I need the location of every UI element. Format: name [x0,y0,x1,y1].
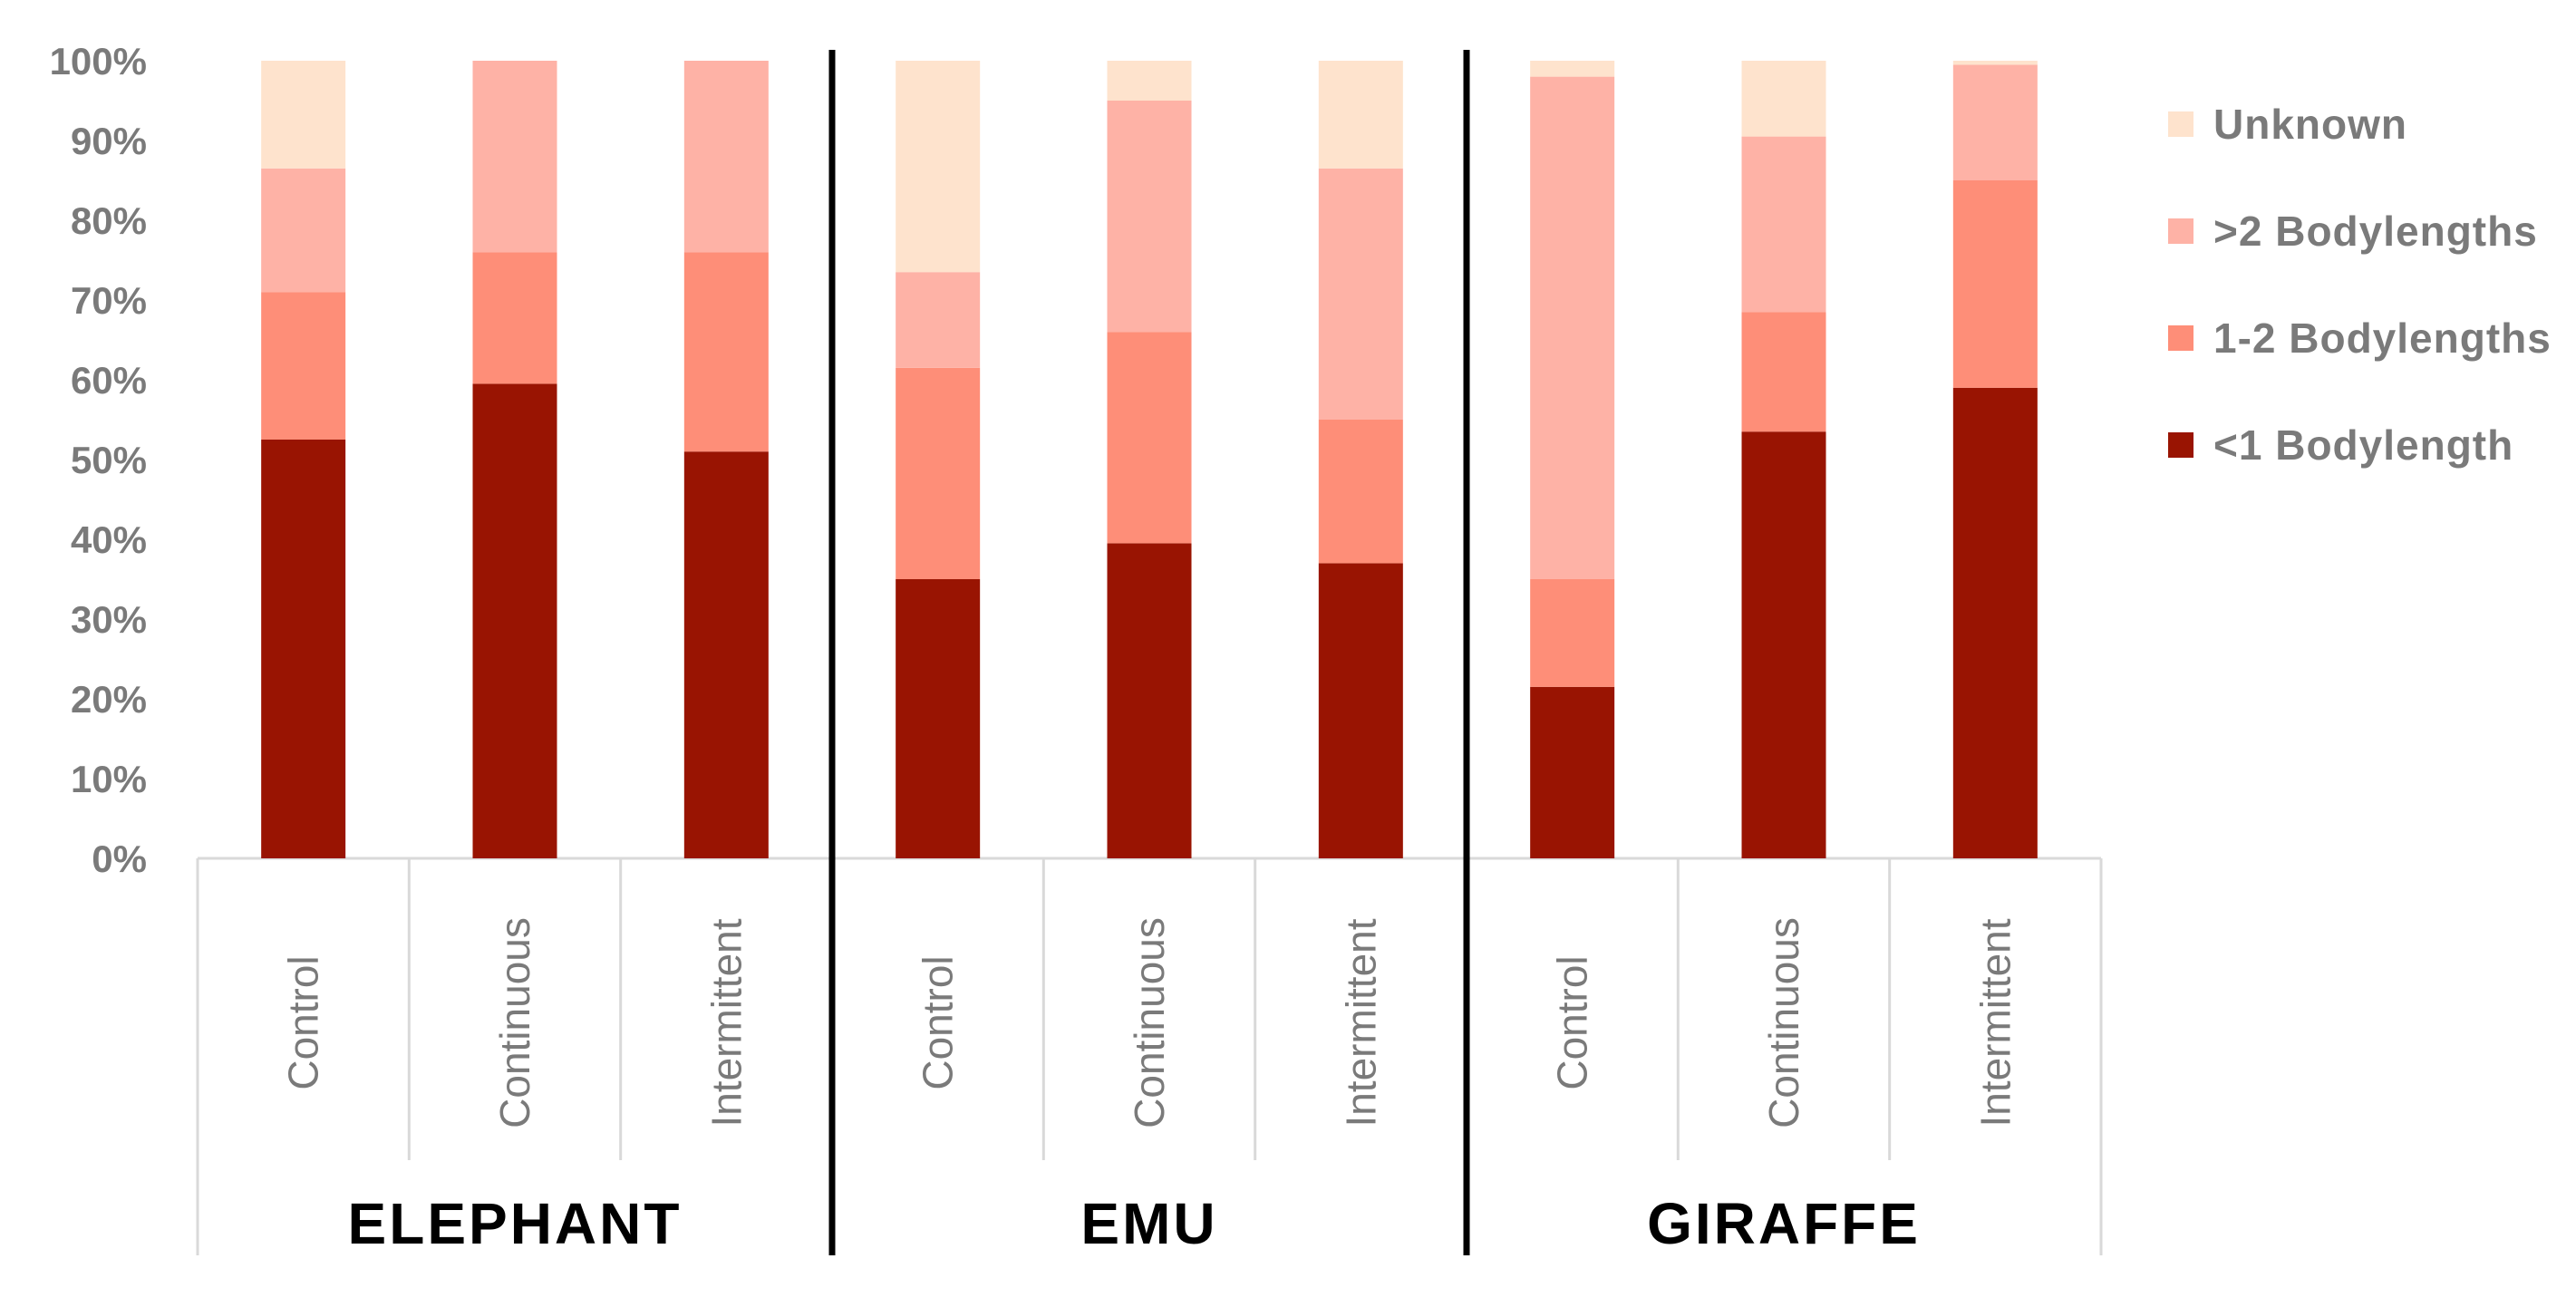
group-label: ELEPHANT [348,1191,683,1256]
labels-layer: Control Continuous Intermittent ELEPHANT Con… [280,917,2019,1256]
bar-segment-1-bodylength [261,440,346,858]
group-label: EMU [1080,1191,1217,1256]
bars-layer [261,61,2038,858]
bar-segment-1-2-bodylengths [1952,180,2038,388]
axes-layer: 0% 10% 20% 30% 40% 50% 60% 70% 80% 90% 100% [50,40,2103,1255]
x-tick-label: Intermittent [1971,918,2019,1127]
x-tick-label: Intermittent [1337,918,1384,1127]
bar-segment-2-bodylengths [1530,76,1615,580]
bar-segment-unknown [896,61,981,273]
y-tick-label: 90% [71,120,147,162]
bar-segment-1-2-bodylengths [1318,420,1403,564]
x-tick-label: Control [280,955,327,1089]
y-tick-label: 20% [71,678,147,721]
x-tick-label: Continuous [1760,917,1807,1128]
bar-segment-1-2-bodylengths [1741,312,1826,432]
x-tick-label: Continuous [491,917,538,1128]
bar-segment-2-bodylengths [896,272,981,368]
bar-segment-2-bodylengths [1318,168,1403,421]
bar-segment-1-bodylength [896,579,981,858]
legend-swatch-2-bodylengths [2168,218,2193,244]
group-label: GIRAFFE [1647,1191,1921,1256]
bar-segment-1-2-bodylengths [1530,579,1615,687]
legend-swatch-1-2-bodylengths [2168,325,2193,351]
bar-segment-1-bodylength [472,383,557,858]
x-tick-label: Intermittent [702,918,750,1127]
bar-segment-unknown [1107,61,1192,101]
legend-label: 1-2 Bodylengths [2213,315,2552,362]
bar-segment-1-bodylength [1318,563,1403,858]
y-tick-label: 80% [71,199,147,242]
bar-segment-1-2-bodylengths [683,252,769,452]
bar-segment-2-bodylengths [261,168,346,293]
x-tick-label: Continuous [1126,917,1173,1128]
bar-segment-unknown [1318,61,1403,169]
bar-segment-2-bodylengths [1741,136,1826,313]
bar-segment-1-2-bodylengths [261,292,346,440]
x-tick-label: Control [1549,955,1596,1089]
bar-segment-1-bodylength [1107,543,1192,858]
bar-segment-unknown [1952,61,2038,65]
bar-segment-1-bodylength [1530,686,1615,858]
y-tick-label: 10% [71,758,147,800]
bar-segment-1-2-bodylengths [1107,332,1192,544]
y-tick-label: 50% [71,439,147,481]
y-tick-label: 30% [71,598,147,641]
bar-segment-unknown [261,61,346,169]
bar-segment-unknown [1741,61,1826,137]
y-tick-label: 70% [71,279,147,322]
bar-segment-2-bodylengths [1952,64,2038,180]
legend-label: Unknown [2213,101,2407,148]
bar-segment-1-2-bodylengths [896,367,981,579]
legend-label: <1 Bodylength [2213,421,2513,469]
bar-segment-2-bodylengths [472,61,557,253]
legend-swatch-1-bodylength [2168,432,2193,458]
bar-segment-unknown [1530,61,1615,77]
bar-segment-1-bodylength [1952,387,2038,858]
bar-segment-2-bodylengths [683,61,769,253]
bar-segment-2-bodylengths [1107,101,1192,333]
legend-label: >2 Bodylengths [2213,208,2538,255]
y-tick-label: 40% [71,518,147,561]
y-tick-label: 60% [71,359,147,402]
legend-swatch-unknown [2168,111,2193,137]
y-tick-label: 100% [50,40,147,82]
legend: Unknown >2 Bodylengths 1-2 Bodylengths <1 B… [2168,101,2552,469]
bar-segment-1-2-bodylengths [472,252,557,384]
x-tick-label: Control [915,955,962,1089]
bar-segment-1-bodylength [1741,431,1826,858]
y-tick-label: 0% [92,837,147,880]
bar-segment-1-bodylength [683,451,769,858]
